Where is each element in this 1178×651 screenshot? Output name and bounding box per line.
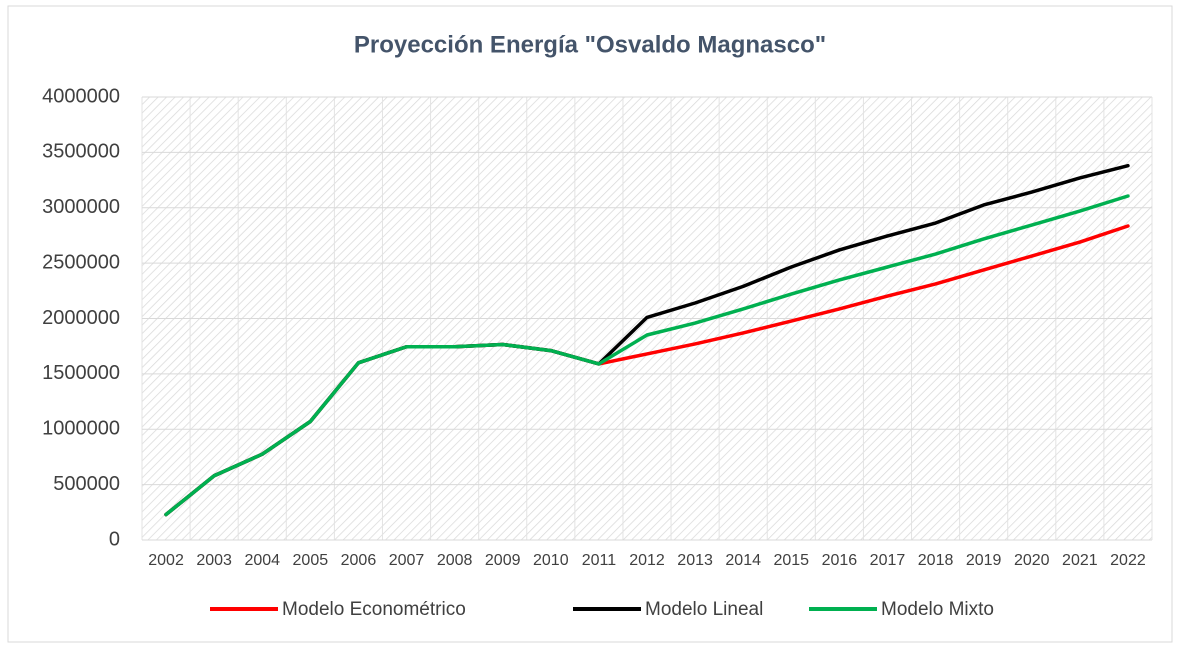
y-tick-label: 0 [109, 528, 120, 550]
x-tick-label: 2013 [677, 552, 713, 569]
y-tick-label: 2000000 [42, 307, 120, 329]
y-tick-label: 3000000 [42, 196, 120, 218]
legend-label: Modelo Mixto [881, 599, 994, 620]
x-tick-label: 2002 [148, 552, 184, 569]
x-tick-label: 2012 [629, 552, 665, 569]
x-tick-label: 2017 [870, 552, 906, 569]
x-tick-label: 2003 [196, 552, 232, 569]
x-tick-label: 2020 [1014, 552, 1050, 569]
x-tick-label: 2006 [341, 552, 377, 569]
line-series [164, 194, 1130, 517]
x-tick-label: 2009 [485, 552, 521, 569]
y-tick-label: 2500000 [42, 251, 120, 273]
y-tick-label: 500000 [53, 473, 120, 495]
x-tick-label: 2018 [918, 552, 954, 569]
x-tick-label: 2021 [1062, 552, 1098, 569]
x-tick-label: 2007 [389, 552, 425, 569]
x-tick-label: 2015 [773, 552, 809, 569]
x-tick-label: 2005 [293, 552, 329, 569]
chart-title: Proyección Energía "Osvaldo Magnasco" [354, 31, 826, 58]
x-tick-label: 2022 [1110, 552, 1146, 569]
y-tick-label: 1000000 [42, 418, 120, 440]
y-tick-label: 1500000 [42, 362, 120, 384]
y-tick-label: 4000000 [42, 85, 120, 107]
x-tick-label: 2016 [822, 552, 858, 569]
y-tick-label: 3500000 [42, 141, 120, 163]
x-tick-label: 2008 [437, 552, 473, 569]
x-tick-label: 2014 [725, 552, 761, 569]
legend-label: Modelo Lineal [645, 599, 763, 620]
x-tick-label: 2004 [244, 552, 280, 569]
legend-label: Modelo Econométrico [282, 599, 466, 620]
x-tick-label: 2011 [582, 552, 617, 569]
x-tick-label: 2019 [966, 552, 1002, 569]
x-tick-label: 2010 [533, 552, 569, 569]
